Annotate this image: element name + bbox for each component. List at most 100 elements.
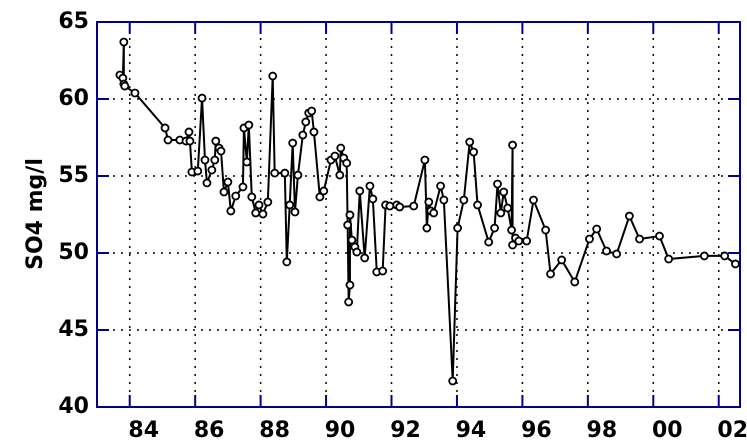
data-point	[385, 201, 395, 211]
data-point	[347, 235, 357, 245]
data-point	[360, 253, 370, 263]
data-point	[459, 195, 469, 205]
x-tick-label: 86	[194, 418, 225, 443]
data-point	[514, 236, 524, 246]
data-point	[293, 170, 303, 180]
y-tick-label: 45	[58, 317, 89, 342]
data-point	[219, 187, 229, 197]
data-point	[315, 192, 325, 202]
data-point	[508, 140, 517, 150]
data-point	[699, 251, 709, 261]
data-point	[223, 177, 233, 187]
data-point	[319, 186, 329, 196]
data-point	[585, 234, 594, 244]
data-point	[251, 208, 261, 218]
data-point	[378, 266, 388, 276]
data-point	[612, 249, 622, 259]
data-point	[731, 259, 740, 269]
data-point	[285, 200, 295, 210]
data-point	[120, 81, 130, 91]
x-tick-label: 84	[128, 418, 159, 443]
x-tick-label: 88	[259, 418, 290, 443]
data-point	[130, 88, 140, 98]
data-point	[290, 207, 300, 217]
data-point	[301, 117, 311, 127]
data-point	[238, 182, 248, 192]
data-point	[395, 202, 405, 212]
x-tick-label: 98	[587, 418, 618, 443]
data-point	[345, 210, 355, 220]
data-point	[422, 223, 432, 233]
data-point	[343, 220, 353, 230]
data-point	[409, 201, 419, 211]
plot-frame	[96, 21, 741, 408]
data-point	[342, 158, 352, 168]
data-point	[288, 138, 298, 148]
x-tick-label: 94	[456, 418, 487, 443]
data-point	[439, 195, 449, 205]
data-point	[263, 197, 273, 207]
data-point	[282, 257, 292, 267]
x-tick-label: 90	[325, 418, 356, 443]
data-point	[493, 179, 502, 189]
data-point	[420, 155, 430, 165]
data-point	[635, 234, 644, 244]
data-point	[197, 93, 207, 103]
data-point	[280, 168, 290, 178]
y-tick-label: 50	[58, 240, 89, 265]
data-point	[368, 194, 378, 204]
data-point	[424, 197, 434, 207]
data-point	[592, 224, 602, 234]
data-point	[185, 136, 195, 146]
data-point	[436, 181, 445, 191]
data-point	[184, 127, 194, 137]
data-point	[254, 200, 264, 210]
data-point	[557, 255, 567, 265]
data-point	[216, 146, 226, 156]
data-point	[119, 37, 129, 47]
data-point	[507, 225, 516, 235]
data-point	[365, 181, 375, 191]
data-point	[344, 297, 354, 307]
y-tick-label: 60	[58, 86, 89, 111]
data-point	[330, 151, 340, 161]
data-point	[352, 247, 362, 257]
data-point	[355, 186, 365, 196]
data-point	[546, 269, 555, 279]
data-point	[200, 155, 210, 165]
data-point	[247, 192, 257, 202]
data-point	[503, 203, 513, 213]
data-point	[207, 165, 217, 175]
data-point	[193, 166, 203, 176]
data-point	[429, 208, 439, 218]
data-point	[258, 209, 268, 219]
data-point	[226, 206, 236, 216]
data-point	[211, 136, 221, 146]
y-axis-label: SO4 mg/l	[23, 158, 48, 270]
data-point	[522, 236, 532, 246]
data-point	[570, 277, 580, 287]
data-point	[496, 208, 506, 218]
data-point	[602, 246, 611, 256]
data-point	[473, 200, 482, 210]
data-point	[484, 237, 494, 247]
data-point	[307, 106, 317, 116]
y-tick-label: 65	[58, 9, 89, 34]
data-point	[448, 376, 458, 386]
y-tick-label: 55	[58, 163, 89, 188]
data-point	[541, 225, 551, 235]
data-point	[469, 147, 479, 157]
data-point	[270, 168, 280, 178]
data-point	[298, 130, 308, 140]
data-point	[268, 71, 278, 81]
data-point	[490, 223, 499, 233]
data-point	[720, 251, 730, 261]
data-point	[242, 157, 252, 167]
data-point	[160, 123, 170, 133]
data-point	[210, 155, 220, 165]
data-point	[345, 280, 355, 290]
data-point	[508, 240, 517, 250]
data-point	[453, 223, 463, 233]
x-tick-label: 92	[390, 418, 421, 443]
